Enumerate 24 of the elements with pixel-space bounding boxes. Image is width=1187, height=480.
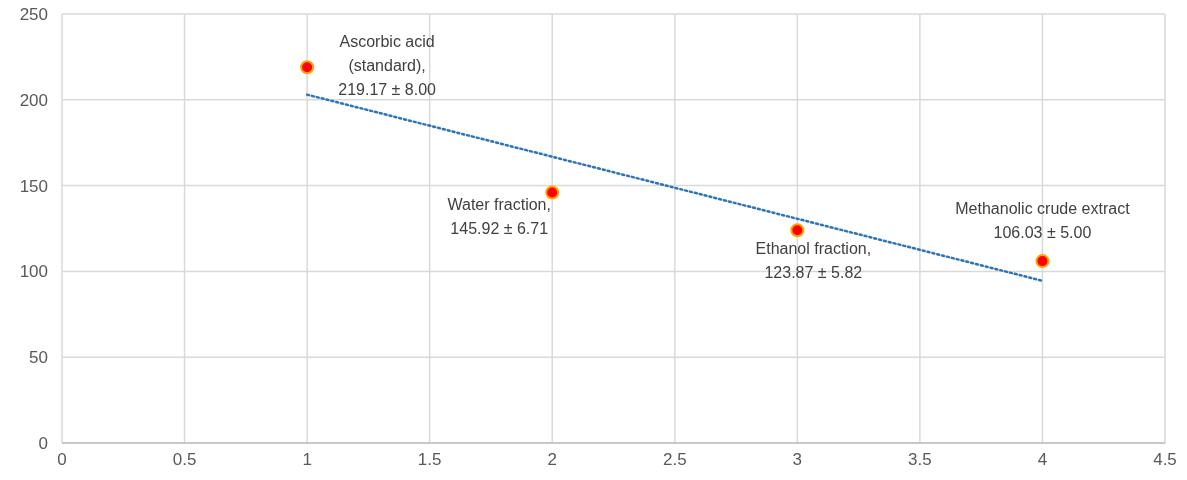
x-tick-label: 0 [57, 450, 67, 469]
annotation: Water fraction, 145.92 ± 6.71 [447, 195, 551, 237]
point [545, 185, 560, 200]
annotation: Methanolic crude extract 106.03 ± 5.00 [955, 200, 1131, 242]
point [300, 60, 315, 75]
annotation: Ethanol fraction, 123.87 ± 5.82 [755, 240, 872, 282]
point [790, 223, 805, 238]
y-tick-label: 100 [19, 262, 48, 282]
x-tick-label: 4.5 [1153, 450, 1177, 469]
x-tick-label: 1 [302, 450, 312, 469]
x-tick-label: 3 [792, 450, 803, 469]
y-tick-label: 250 [19, 5, 48, 24]
annotation: Ascorbic acid (standard), 219.17 ± 8.00 [338, 32, 437, 98]
x-tick-label: 0.5 [172, 450, 197, 469]
x-tick-label: 3.5 [908, 450, 932, 469]
x-tick-label: 4 [1037, 450, 1048, 469]
point [1035, 254, 1050, 269]
y-tick-label: 150 [19, 176, 48, 196]
y-tick-label: 200 [19, 90, 48, 110]
x-tick-label: 2 [547, 450, 557, 469]
y-tick-label: 50 [29, 348, 48, 368]
y-tick-label: 0 [38, 434, 48, 453]
x-tick-label: 2.5 [662, 450, 687, 469]
x-tick-label: 1.5 [417, 450, 442, 469]
